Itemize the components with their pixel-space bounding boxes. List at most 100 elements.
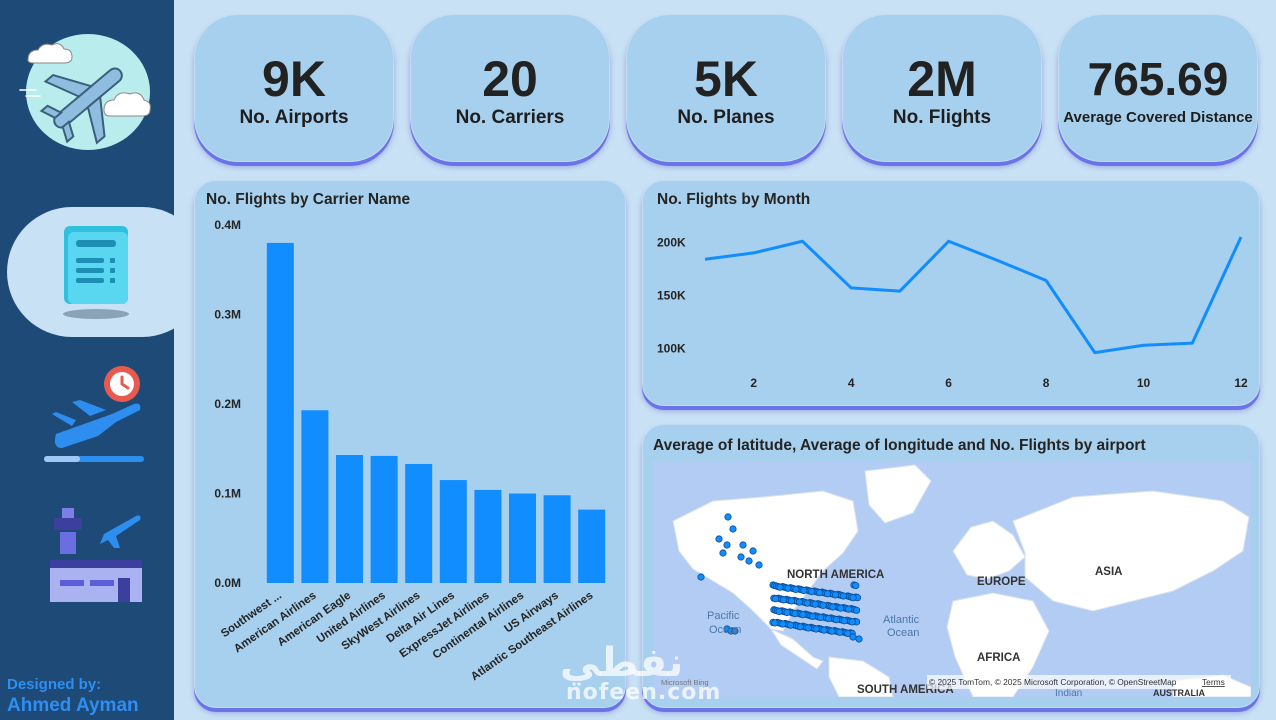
airport-point xyxy=(853,606,861,614)
airport-point xyxy=(816,613,825,622)
bar[interactable] xyxy=(301,410,329,583)
bar[interactable] xyxy=(543,495,571,583)
label-africa: AFRICA xyxy=(977,652,1020,664)
chart-title: No. Flights by Month xyxy=(657,191,811,208)
airport-point xyxy=(852,581,860,590)
y-tick-label: 0.3M xyxy=(214,308,241,322)
bar[interactable] xyxy=(439,480,467,583)
chart-title: No. Flights by Carrier Name xyxy=(206,191,411,208)
y-tick-label: 0.4M xyxy=(214,218,241,232)
bar[interactable] xyxy=(474,489,502,583)
report-icon[interactable] xyxy=(60,224,132,324)
airport-point xyxy=(840,617,848,625)
airplane-icon xyxy=(39,67,123,145)
airport-point xyxy=(783,608,791,617)
airport-point xyxy=(723,541,731,549)
y-tick-label: 200K xyxy=(657,235,686,249)
airport-point xyxy=(849,594,857,602)
airport-point xyxy=(796,623,804,631)
label-australia: AUSTRALIA xyxy=(1153,688,1205,697)
airport-point xyxy=(779,596,788,604)
airport-point xyxy=(772,595,780,603)
kpi-card-flights[interactable]: 2M No. Flights xyxy=(842,14,1042,162)
y-tick-label: 150K xyxy=(657,288,686,302)
airport-point xyxy=(697,573,705,581)
airport-point xyxy=(776,583,784,591)
month-line-chart-panel[interactable]: No. Flights by Month 100K 150K 200K 2 4 6 8 10 1… xyxy=(642,180,1260,406)
x-tick-label: 6 xyxy=(945,376,952,390)
kpi-card-planes[interactable]: 5K No. Planes xyxy=(626,14,826,162)
airport-point xyxy=(820,626,828,634)
airport-point xyxy=(816,589,824,597)
airport-point xyxy=(719,549,727,557)
y-tick-label: 100K xyxy=(657,341,686,355)
kpi-label: Average Covered Distance xyxy=(1063,109,1253,126)
carrier-bar-chart-panel[interactable]: No. Flights by Carrier Name 0.0M 0.1M 0.2M… xyxy=(194,180,626,708)
bar[interactable] xyxy=(370,455,398,583)
airport-point xyxy=(808,588,816,596)
kpi-label: No. Airports xyxy=(239,107,349,128)
month-line-chart: 100K 150K 200K 2 4 6 8 10 12 xyxy=(657,235,1248,390)
bar[interactable] xyxy=(266,242,294,583)
label-atlantic-2: Ocean xyxy=(887,627,919,639)
airport-point xyxy=(791,610,799,618)
airport-point xyxy=(829,603,837,611)
label-atlantic-1: Atlantic xyxy=(883,614,920,626)
airplane-clouds-logo xyxy=(16,30,158,160)
designer-name: Ahmed Ayman xyxy=(7,695,139,716)
world-map[interactable]: NORTH AMERICA EUROPE ASIA AFRICA SOUTH A… xyxy=(653,461,1251,697)
airport-point xyxy=(745,557,753,565)
kpi-card-average-distance[interactable]: 765.69 Average Covered Distance xyxy=(1058,14,1258,162)
x-tick-label: 8 xyxy=(1043,376,1050,390)
airport-point xyxy=(749,547,757,555)
label-pacific-1: Pacific xyxy=(707,610,740,622)
airport-point xyxy=(787,621,795,629)
airport-point xyxy=(809,612,817,620)
airport-map-panel[interactable]: Average of latitude, Average of longitud… xyxy=(642,424,1260,708)
x-tick-label: 4 xyxy=(848,376,855,390)
airport-point xyxy=(731,627,739,635)
series-line[interactable] xyxy=(704,236,1243,355)
airport-point xyxy=(804,624,812,632)
airport-point xyxy=(787,597,796,605)
airport-point xyxy=(792,585,800,593)
bar[interactable] xyxy=(336,455,363,583)
label-pacific-2: Ocean xyxy=(709,624,741,636)
airport-point xyxy=(839,592,847,600)
airport-point xyxy=(823,590,832,598)
label-north-america: NORTH AMERICA xyxy=(787,569,884,581)
sidebar: Designed by: Ahmed Ayman xyxy=(0,0,207,720)
plane-departure-clock-icon[interactable] xyxy=(42,364,146,472)
airport-point xyxy=(779,620,787,628)
bar[interactable] xyxy=(405,463,433,583)
airport-point xyxy=(832,616,840,624)
kpi-card-airports[interactable]: 9K No. Airports xyxy=(194,14,394,162)
kpi-label: No. Flights xyxy=(892,107,992,128)
airport-point xyxy=(784,584,792,592)
airport-point xyxy=(828,627,836,635)
airport-point xyxy=(729,525,737,533)
x-tick-label: 10 xyxy=(1137,376,1151,390)
y-tick-label: 0.1M xyxy=(214,487,241,501)
airport-point xyxy=(812,625,820,633)
airport-point xyxy=(715,535,723,543)
map-terms-link[interactable]: Terms xyxy=(1202,677,1225,687)
bar[interactable] xyxy=(578,509,606,583)
x-tick-label: 2 xyxy=(750,376,757,390)
map-attribution[interactable]: © 2025 TomTom, © 2025 Microsoft Corporat… xyxy=(929,677,1177,687)
airport-tower-icon[interactable] xyxy=(46,504,146,608)
kpi-value: 5K xyxy=(694,51,758,107)
label-asia: ASIA xyxy=(1095,566,1122,578)
cloud-icon xyxy=(27,43,151,117)
designer-label: Designed by: xyxy=(7,676,102,693)
kpi-card-carriers[interactable]: 20 No. Carriers xyxy=(410,14,610,162)
airport-point xyxy=(855,635,863,643)
airport-point xyxy=(837,604,845,612)
airport-points[interactable] xyxy=(697,513,863,643)
label-europe: EUROPE xyxy=(977,576,1026,588)
airport-point xyxy=(795,598,803,606)
map-title: Average of latitude, Average of longitud… xyxy=(653,437,1146,454)
bar[interactable] xyxy=(509,493,536,584)
airport-point xyxy=(848,618,856,626)
kpi-label: No. Carriers xyxy=(455,107,565,128)
